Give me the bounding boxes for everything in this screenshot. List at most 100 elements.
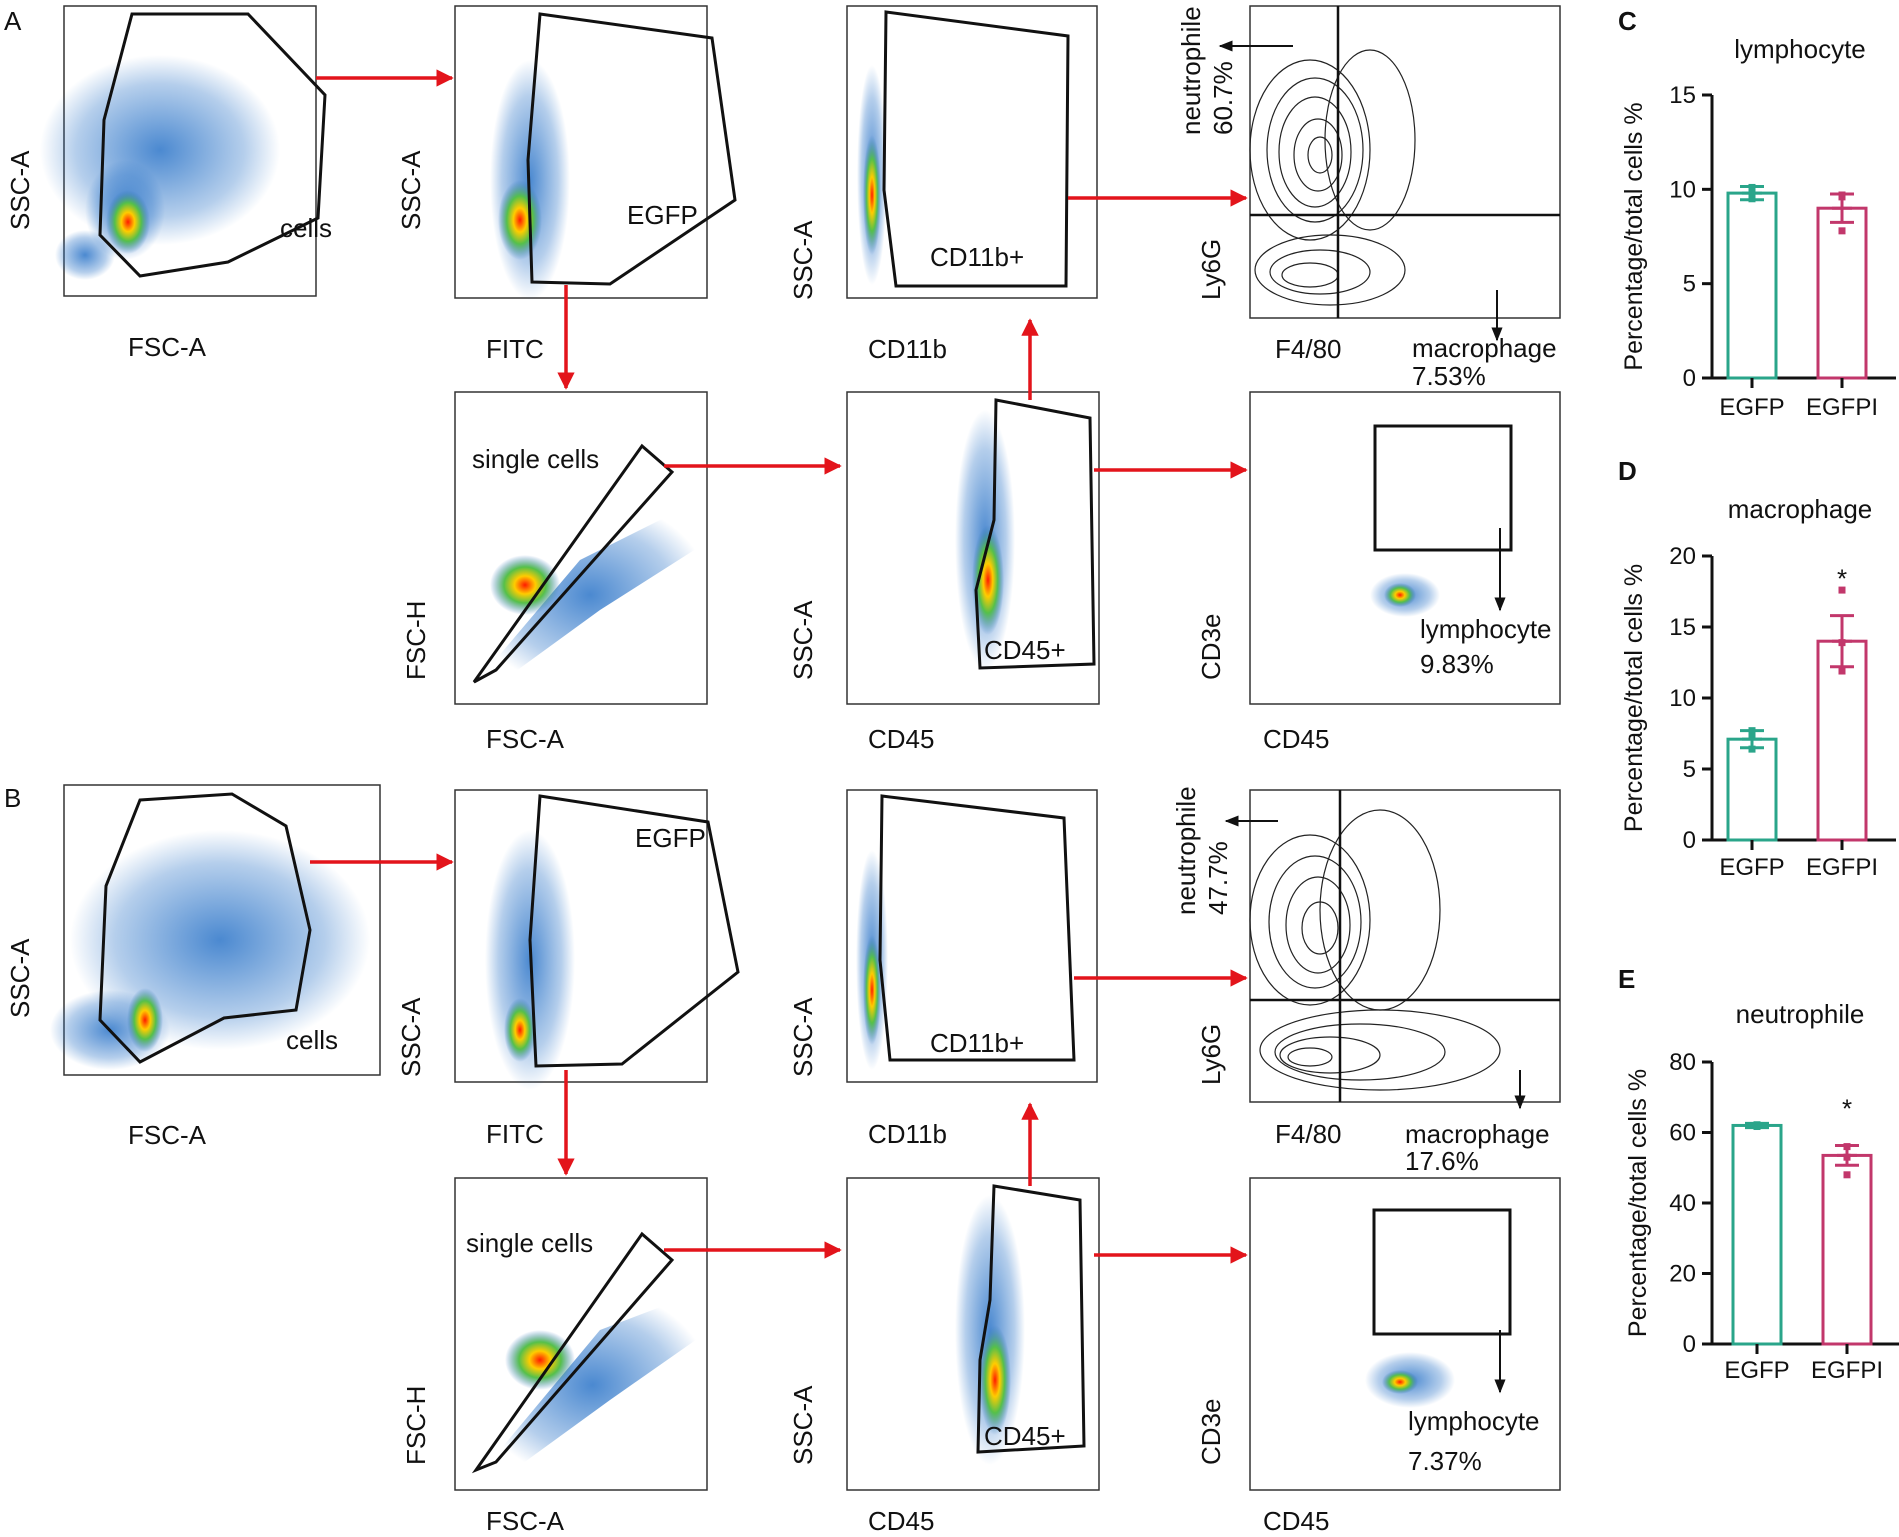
- axis-label-ssc-a: SSC-A: [396, 150, 426, 230]
- significance-star: *: [1837, 564, 1847, 594]
- panel-letter-d: D: [1618, 456, 1637, 486]
- macrophage-pct: 17.6%: [1405, 1146, 1479, 1176]
- gate-label-cd45: CD45+: [984, 635, 1066, 665]
- axis-label-fitc: FITC: [486, 1119, 544, 1149]
- y-tick-label: 15: [1669, 614, 1696, 641]
- axis-label-ssc-a: SSC-A: [788, 1385, 818, 1465]
- bar-egfp: [1726, 191, 1778, 380]
- data-point: [1838, 586, 1846, 594]
- chart-title: lymphocyte: [1734, 34, 1866, 64]
- plot-a-cd3e: lymphocyte 9.83% CD45 CD3e: [1196, 391, 1561, 754]
- y-tick-label: 60: [1669, 1120, 1696, 1147]
- axis-label-ssc-a: SSC-A: [788, 220, 818, 300]
- x-tick-label: EGFP: [1719, 394, 1784, 421]
- plot-b-cells: cells FSC-A SSC-A: [5, 784, 381, 1150]
- data-point: [1843, 1171, 1851, 1179]
- axis-label-f480: F4/80: [1275, 334, 1342, 364]
- y-tick-label: 10: [1669, 176, 1696, 203]
- axis-label-fsc-a: FSC-A: [486, 1506, 565, 1536]
- plot-b-ly6g-contour: F4/80 Ly6G neutrophile 47.7% macrophage …: [1171, 786, 1561, 1176]
- chart-title: neutrophile: [1736, 999, 1865, 1029]
- data-point: [1838, 639, 1846, 647]
- plot-a-single-cells: single cells FSC-A FSC-H: [401, 391, 710, 754]
- data-point: [1748, 727, 1756, 735]
- axis-label-cd45: CD45: [868, 1506, 934, 1536]
- axis-label-cd11b: CD11b: [868, 334, 947, 364]
- lymphocyte-pct: 7.37%: [1408, 1446, 1482, 1476]
- y-tick-label: 20: [1669, 1261, 1696, 1288]
- x-tick-label: EGFPI: [1811, 1357, 1883, 1384]
- axis-label-ssc-a: SSC-A: [5, 938, 35, 1018]
- y-tick-label: 0: [1683, 1331, 1696, 1358]
- panel-letter-c: C: [1618, 6, 1637, 36]
- data-point: [1748, 183, 1756, 191]
- data-point: [1838, 667, 1846, 675]
- y-tick-label: 0: [1683, 365, 1696, 392]
- neutrophile-label: neutrophile: [1176, 6, 1206, 135]
- x-tick-label: EGFPI: [1806, 854, 1878, 881]
- y-tick-label: 10: [1669, 685, 1696, 712]
- panel-letter-a: A: [4, 6, 22, 36]
- axis-label-ssc-a: SSC-A: [396, 997, 426, 1077]
- data-point: [1838, 227, 1846, 235]
- gate-label-cd45: CD45+: [984, 1421, 1066, 1451]
- axis-label-ssc-a: SSC-A: [788, 600, 818, 680]
- axis-label-fsc-h: FSC-H: [401, 1386, 431, 1465]
- axis-label-ly6g: Ly6G: [1196, 239, 1226, 300]
- axis-label-ssc-a: SSC-A: [5, 150, 35, 230]
- y-tick-label: 5: [1683, 271, 1696, 298]
- y-tick-label: 20: [1669, 543, 1696, 570]
- macrophage-label: macrophage: [1405, 1119, 1550, 1149]
- axis-label-fsc-a: FSC-A: [128, 1120, 207, 1150]
- bar-egfpi: [1821, 1153, 1873, 1346]
- plot-b-single-cells: single cells FSC-A FSC-H: [401, 1177, 710, 1536]
- y-tick-label: 0: [1683, 827, 1696, 854]
- x-tick-label: EGFP: [1719, 854, 1784, 881]
- bar-egfp: [1731, 1123, 1783, 1346]
- row-a-flow-plots: cells FSC-A SSC-A EGFP FITC SSC-A CD11b+…: [5, 5, 1561, 754]
- plot-a-cd11b: CD11b+ CD11b SSC-A: [788, 5, 1098, 364]
- gate-label-single-cells: single cells: [466, 1228, 593, 1258]
- y-axis-label: Percentage/total cells %: [1620, 564, 1648, 832]
- x-tick-label: EGFP: [1724, 1357, 1789, 1384]
- plot-a-egfp: EGFP FITC SSC-A: [396, 5, 737, 364]
- bar-egfp: [1726, 737, 1778, 842]
- axis-label-cd45: CD45: [1263, 1506, 1329, 1536]
- gate-label-cd11b: CD11b+: [930, 1028, 1024, 1058]
- gating-arrows-a: [316, 69, 1248, 479]
- gate-label-cd11b: CD11b+: [930, 242, 1024, 272]
- plot-b-cd11b: CD11b+ CD11b SSC-A: [788, 789, 1098, 1149]
- axis-label-cd11b: CD11b: [868, 1119, 947, 1149]
- gate-label-cells: cells: [280, 213, 332, 243]
- axis-label-fsc-a: FSC-A: [128, 332, 207, 362]
- data-point: [1843, 1153, 1851, 1161]
- lymphocyte-pct: 9.83%: [1420, 649, 1494, 679]
- y-tick-label: 5: [1683, 756, 1696, 783]
- plot-b-cd3e: lymphocyte 7.37% CD45 CD3e: [1196, 1177, 1561, 1536]
- plot-a-cells: cells FSC-A SSC-A: [5, 5, 332, 362]
- data-point: [1843, 1143, 1851, 1151]
- data-point: [1748, 732, 1756, 740]
- x-tick-label: EGFPI: [1806, 394, 1878, 421]
- gate-label-egfp: EGFP: [627, 200, 698, 230]
- panel-letter-b: B: [4, 783, 21, 813]
- gating-arrows-b: [310, 853, 1248, 1264]
- y-axis-label: Percentage/total cells %: [1620, 102, 1648, 370]
- y-axis-label: Percentage/total cells %: [1624, 1069, 1652, 1337]
- gate-label-cells: cells: [286, 1025, 338, 1055]
- gate-label-egfp: EGFP: [635, 823, 706, 853]
- axis-label-ssc-a: SSC-A: [788, 997, 818, 1077]
- plot-b-cd45: CD45+ CD45 SSC-A: [788, 1177, 1100, 1536]
- lymphocyte-label: lymphocyte: [1408, 1406, 1540, 1436]
- lymphocyte-label: lymphocyte: [1420, 614, 1552, 644]
- axis-label-ly6g: Ly6G: [1196, 1024, 1226, 1085]
- plot-b-egfp: EGFP FITC SSC-A: [396, 789, 740, 1149]
- row-b-flow-plots: cells FSC-A SSC-A EGFP FITC SSC-A CD11b+…: [5, 784, 1561, 1536]
- axis-label-cd45: CD45: [868, 724, 934, 754]
- axis-label-cd45: CD45: [1263, 724, 1329, 754]
- plot-a-ly6g-contour: F4/80 Ly6G neutrophile 60.7% macrophage …: [1176, 5, 1561, 391]
